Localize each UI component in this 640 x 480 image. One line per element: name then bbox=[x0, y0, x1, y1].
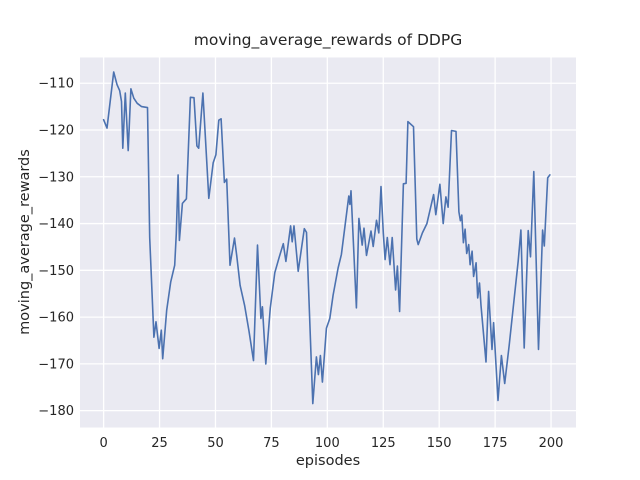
y-axis-label: moving_average_rewards bbox=[17, 149, 33, 335]
svg-text:−170: −170 bbox=[38, 357, 74, 372]
svg-text:75: 75 bbox=[263, 436, 280, 451]
reward-line bbox=[102, 71, 551, 405]
svg-text:−120: −120 bbox=[38, 124, 74, 139]
svg-text:100: 100 bbox=[315, 436, 340, 451]
svg-text:−160: −160 bbox=[38, 311, 74, 326]
svg-text:0: 0 bbox=[99, 436, 107, 451]
svg-text:−110: −110 bbox=[38, 77, 74, 92]
x-axis-label: episodes bbox=[295, 453, 361, 469]
svg-text:175: 175 bbox=[483, 436, 508, 451]
svg-text:−150: −150 bbox=[38, 264, 74, 279]
svg-text:25: 25 bbox=[151, 436, 168, 451]
svg-text:150: 150 bbox=[427, 436, 452, 451]
y-tick-labels: −110 −120 −130 −140 −150 −160 −170 −180 bbox=[38, 77, 74, 419]
svg-text:200: 200 bbox=[539, 436, 564, 451]
plot-panel bbox=[80, 57, 576, 428]
svg-text:50: 50 bbox=[207, 436, 224, 451]
svg-text:−140: −140 bbox=[38, 217, 74, 232]
svg-text:−180: −180 bbox=[38, 404, 74, 419]
x-tick-labels: 0 25 50 75 100 125 150 175 200 bbox=[99, 436, 563, 451]
svg-text:125: 125 bbox=[371, 436, 396, 451]
chart-title: moving_average_rewards of DDPG bbox=[193, 31, 463, 49]
svg-text:−130: −130 bbox=[38, 170, 74, 185]
